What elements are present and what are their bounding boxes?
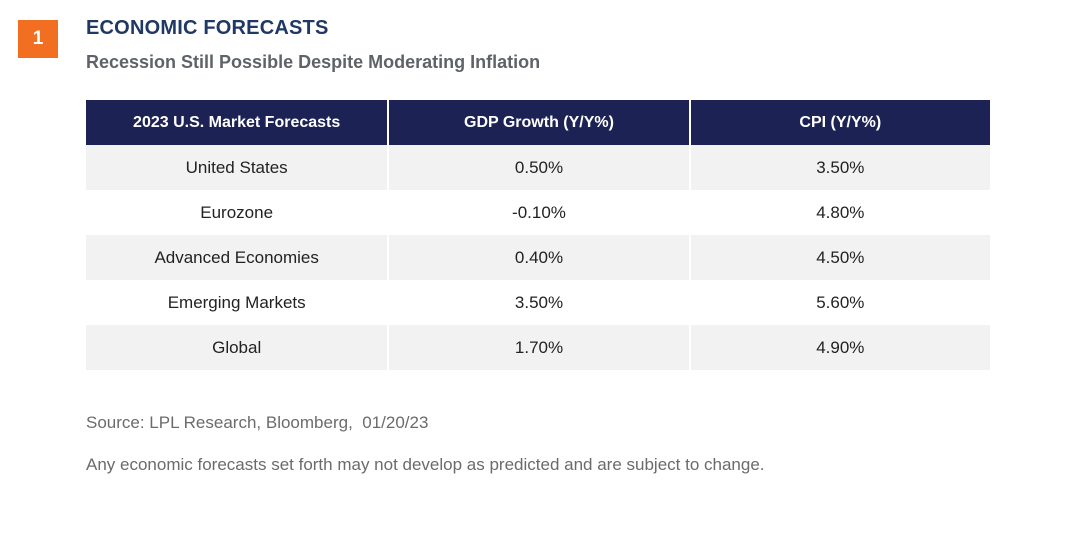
forecast-table: 2023 U.S. Market Forecasts GDP Growth (Y… (86, 100, 990, 370)
cpi-cell: 4.80% (688, 190, 990, 235)
region-cell: Emerging Markets (86, 280, 388, 325)
gdp-cell: 0.40% (387, 235, 689, 280)
source-note: Source: LPL Research, Bloomberg, 01/20/2… (86, 413, 429, 432)
table-row: Eurozone -0.10% 4.80% (86, 190, 990, 235)
table-row: United States 0.50% 3.50% (86, 145, 990, 190)
cpi-cell: 5.60% (688, 280, 990, 325)
region-cell: Advanced Economies (86, 235, 388, 280)
table-row: Emerging Markets 3.50% 5.60% (86, 280, 990, 325)
disclaimer-note: Any economic forecasts set forth may not… (86, 455, 765, 474)
figure-title: ECONOMIC FORECASTS (86, 17, 329, 39)
region-cell: Eurozone (86, 190, 388, 235)
region-cell: United States (86, 145, 388, 190)
column-header-cpi: CPI (Y/Y%) (688, 100, 990, 145)
figure-number-badge: 1 (18, 20, 58, 58)
gdp-cell: 3.50% (387, 280, 689, 325)
gdp-cell: 0.50% (387, 145, 689, 190)
cpi-cell: 4.50% (688, 235, 990, 280)
region-cell: Global (86, 325, 388, 370)
table-row: Advanced Economies 0.40% 4.50% (86, 235, 990, 280)
gdp-cell: 1.70% (387, 325, 689, 370)
column-header-forecasts: 2023 U.S. Market Forecasts (86, 100, 388, 145)
cpi-cell: 4.90% (688, 325, 990, 370)
column-header-gdp: GDP Growth (Y/Y%) (387, 100, 689, 145)
gdp-cell: -0.10% (387, 190, 689, 235)
figure-subtitle: Recession Still Possible Despite Moderat… (86, 52, 541, 72)
table-row: Global 1.70% 4.90% (86, 325, 990, 370)
cpi-cell: 3.50% (688, 145, 990, 190)
table-header-row: 2023 U.S. Market Forecasts GDP Growth (Y… (86, 100, 990, 145)
